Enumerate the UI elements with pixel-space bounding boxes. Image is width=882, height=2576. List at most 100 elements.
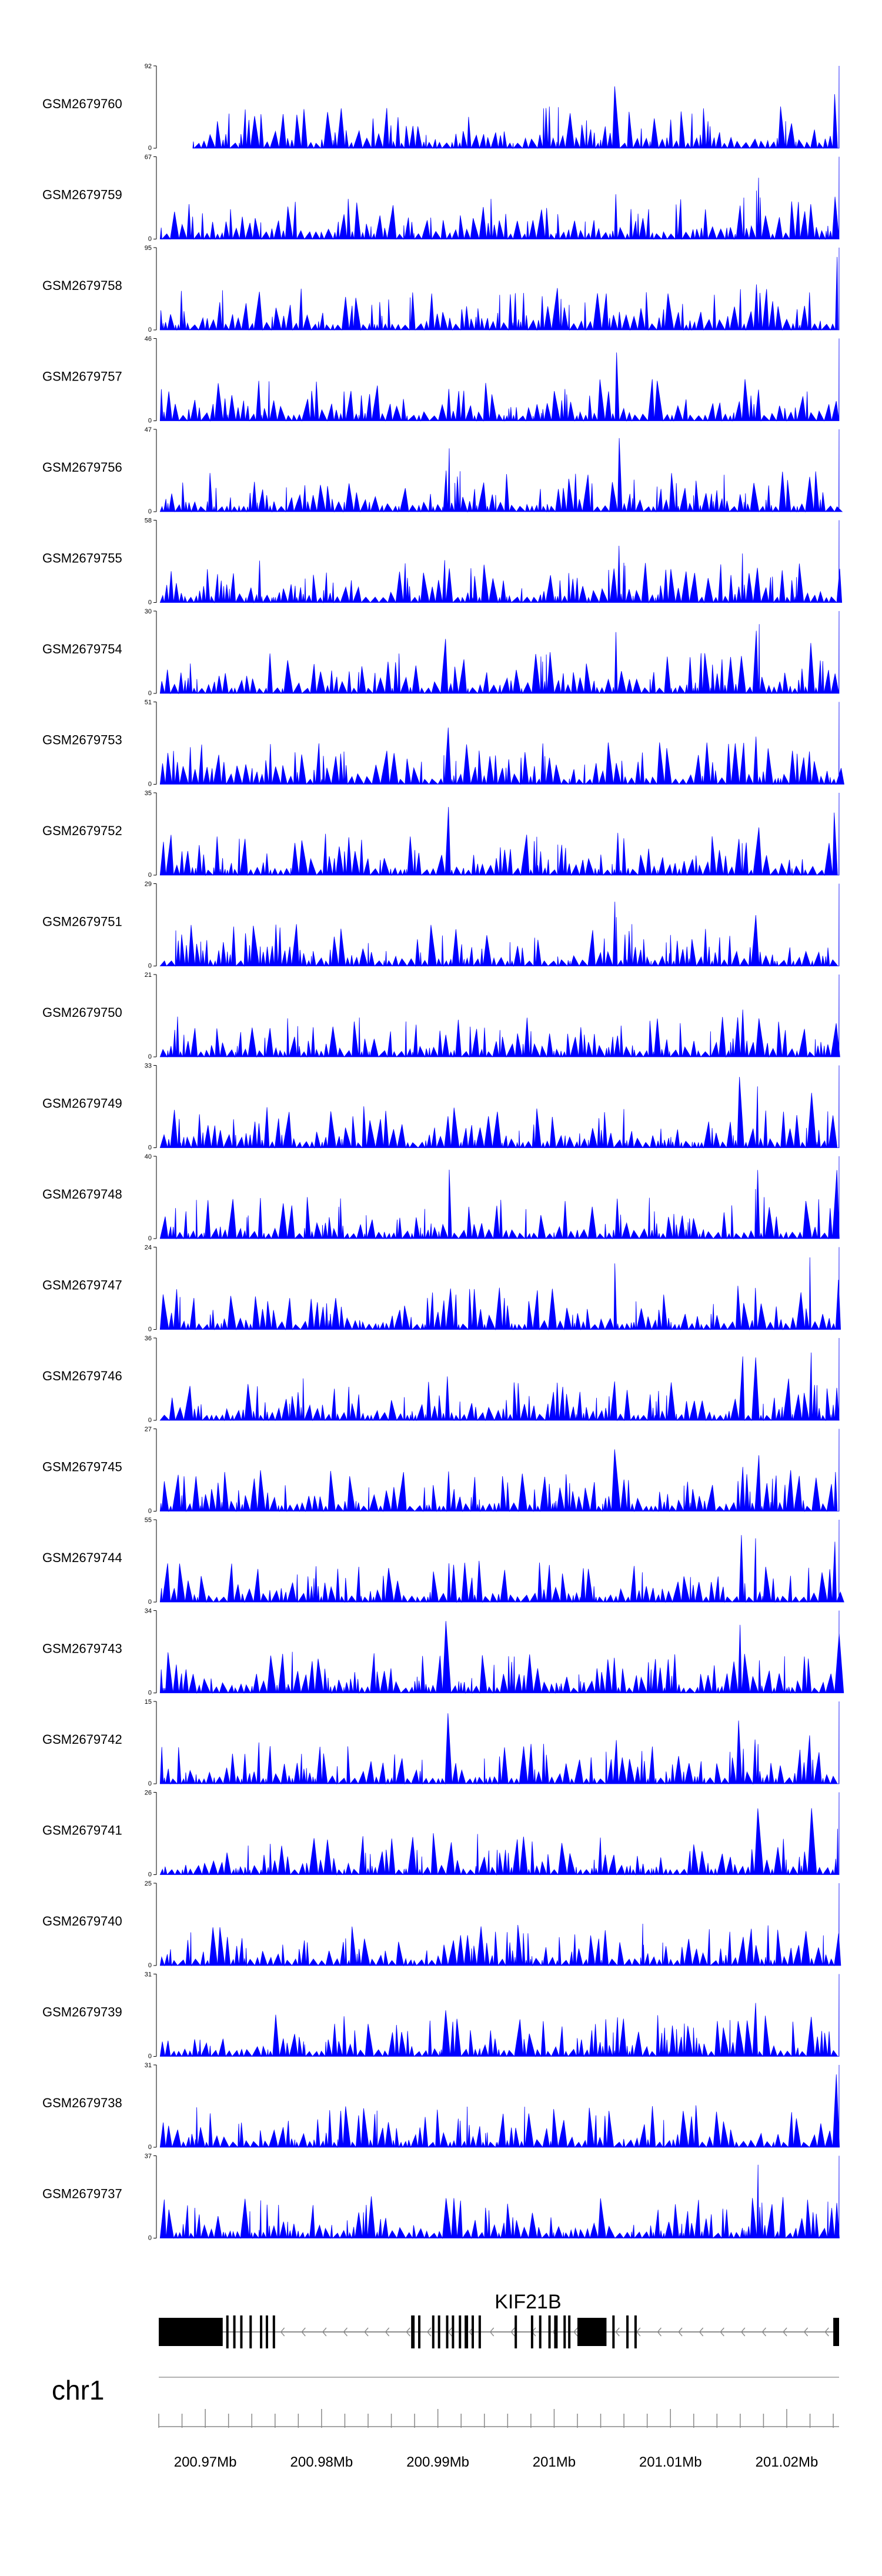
track-label: GSM2679754	[42, 642, 122, 656]
y-axis-min-label: 0	[148, 508, 152, 515]
y-axis-min-label: 0	[148, 1599, 152, 1606]
gene-exon	[233, 2315, 236, 2348]
coverage-area	[159, 520, 843, 604]
track-label: GSM2679740	[42, 1914, 122, 1928]
track-label: GSM2679760	[42, 96, 122, 111]
y-axis-max-label: 31	[145, 1971, 152, 1978]
track-GSM2679737: GSM2679737 37 0	[42, 2153, 840, 2242]
y-axis-max-label: 34	[145, 1608, 152, 1615]
strand-arrow	[657, 2327, 662, 2337]
track-GSM2679760: GSM2679760 92 0	[42, 63, 840, 152]
track-GSM2679738: GSM2679738 31 0	[42, 2062, 840, 2151]
strand-arrow	[406, 2327, 410, 2337]
coverage-area	[159, 1519, 844, 1603]
gene-exon	[432, 2315, 435, 2348]
coverage-area	[159, 429, 843, 513]
gene-exon	[554, 2315, 558, 2348]
track-label: GSM2679757	[42, 369, 122, 384]
coverage-area	[159, 2064, 840, 2148]
track-GSM2679746: GSM2679746 36 0	[42, 1335, 840, 1424]
track-label: GSM2679753	[42, 733, 122, 748]
strand-arrow	[322, 2327, 327, 2337]
y-axis-max-label: 33	[145, 1063, 152, 1070]
track-GSM2679748: GSM2679748 40 0	[42, 1153, 840, 1242]
gene-exon	[563, 2315, 566, 2348]
strand-arrow	[426, 2327, 432, 2337]
gene-exon	[437, 2315, 440, 2348]
y-axis-min-label: 0	[148, 872, 152, 879]
y-axis-max-label: 40	[145, 1153, 152, 1160]
coverage-area	[159, 1247, 841, 1331]
track-label: GSM2679739	[42, 2005, 122, 2020]
strand-arrow	[615, 2327, 620, 2337]
gene-exon	[539, 2315, 542, 2348]
track-label: GSM2679742	[42, 1732, 122, 1747]
coverage-area	[159, 1429, 840, 1513]
track-label: GSM2679756	[42, 460, 122, 475]
track-label: GSM2679750	[42, 1005, 122, 1020]
y-axis-min-label: 0	[148, 1144, 152, 1152]
y-axis-min-label: 0	[148, 2053, 152, 2060]
track-GSM2679745: GSM2679745 27 0	[42, 1426, 840, 1515]
track-GSM2679742: GSM2679742 15 0	[42, 1699, 840, 1787]
gene-exon	[626, 2315, 629, 2348]
gene-exon	[418, 2315, 421, 2348]
coverage-area	[159, 156, 840, 241]
gene-exon	[240, 2315, 243, 2348]
y-axis-max-label: 67	[145, 154, 152, 161]
gene-exon	[260, 2315, 263, 2348]
track-GSM2679757: GSM2679757 46 0	[42, 336, 840, 425]
gene-exon	[226, 2315, 229, 2348]
coverage-area	[159, 1701, 840, 1785]
y-axis-min-label: 0	[148, 1326, 152, 1333]
strand-arrow	[824, 2327, 829, 2337]
y-axis-max-label: 46	[145, 336, 152, 343]
gene-track: KIF21B	[159, 2291, 839, 2348]
gene-exon	[411, 2315, 415, 2348]
gene-exon	[249, 2315, 252, 2348]
y-axis-min-label: 0	[148, 1508, 152, 1515]
track-label: GSM2679744	[42, 1550, 122, 1565]
coverage-tracks: GSM2679760920GSM2679759670GSM2679758950G…	[42, 63, 844, 2242]
gene-exon	[530, 2315, 533, 2348]
gene-exon	[548, 2315, 551, 2348]
track-label: GSM2679751	[42, 915, 122, 929]
track-GSM2679743: GSM2679743 34 0	[42, 1608, 844, 1697]
track-GSM2679739: GSM2679739 31 0	[42, 1971, 840, 2060]
strand-arrow	[364, 2327, 369, 2337]
track-GSM2679755: GSM2679755 58 0	[42, 518, 843, 606]
y-axis-max-label: 36	[145, 1335, 152, 1342]
genome-axis-tick-label: 200.98Mb	[290, 2454, 353, 2470]
chromosome-ideogram: chr1	[52, 2375, 839, 2405]
y-axis-min-label: 0	[148, 1871, 152, 1878]
track-label: GSM2679745	[42, 1460, 122, 1474]
gene-exon	[465, 2315, 469, 2348]
track-GSM2679754: GSM2679754 30 0	[42, 608, 840, 697]
strand-arrow	[761, 2327, 767, 2337]
strand-arrow	[740, 2327, 746, 2337]
gene-exon	[159, 2318, 223, 2346]
track-GSM2679751: GSM2679751 29 0	[42, 881, 840, 970]
y-axis-max-label: 31	[145, 2062, 152, 2069]
genome-axis-tick-label: 201.02Mb	[756, 2454, 818, 2470]
coverage-area	[159, 792, 840, 876]
coverage-area	[159, 338, 840, 422]
coverage-area	[159, 1337, 840, 1422]
y-axis-min-label: 0	[148, 1417, 152, 1424]
gene-exon	[452, 2315, 455, 2348]
gene-exon	[478, 2315, 481, 2348]
gene-exon	[272, 2315, 275, 2348]
coverage-area	[159, 610, 840, 695]
gene-exon	[459, 2315, 462, 2348]
strand-arrow	[343, 2327, 348, 2337]
track-label: GSM2679748	[42, 1187, 122, 1202]
coverage-area	[159, 1792, 840, 1876]
gene-exon	[568, 2315, 571, 2348]
strand-arrow	[573, 2327, 578, 2337]
coverage-area	[159, 883, 840, 967]
track-GSM2679756: GSM2679756 47 0	[42, 426, 843, 515]
track-label: GSM2679759	[42, 188, 122, 202]
strand-arrow	[489, 2327, 495, 2337]
track-label: GSM2679755	[42, 551, 122, 566]
track-label: GSM2679747	[42, 1278, 122, 1293]
